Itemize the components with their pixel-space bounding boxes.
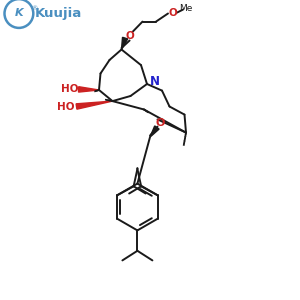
Text: HO: HO xyxy=(61,84,78,94)
Text: ®: ® xyxy=(31,7,37,11)
Text: HO: HO xyxy=(57,101,74,112)
Polygon shape xyxy=(76,101,112,109)
Polygon shape xyxy=(150,126,159,137)
Polygon shape xyxy=(79,87,99,92)
Text: Kuujia: Kuujia xyxy=(35,7,82,20)
Text: Me: Me xyxy=(179,4,193,13)
Text: O: O xyxy=(168,8,177,18)
Text: N: N xyxy=(149,75,160,88)
Polygon shape xyxy=(122,37,128,50)
Text: K: K xyxy=(15,8,23,19)
Text: O: O xyxy=(125,31,134,41)
Text: O: O xyxy=(156,118,165,128)
